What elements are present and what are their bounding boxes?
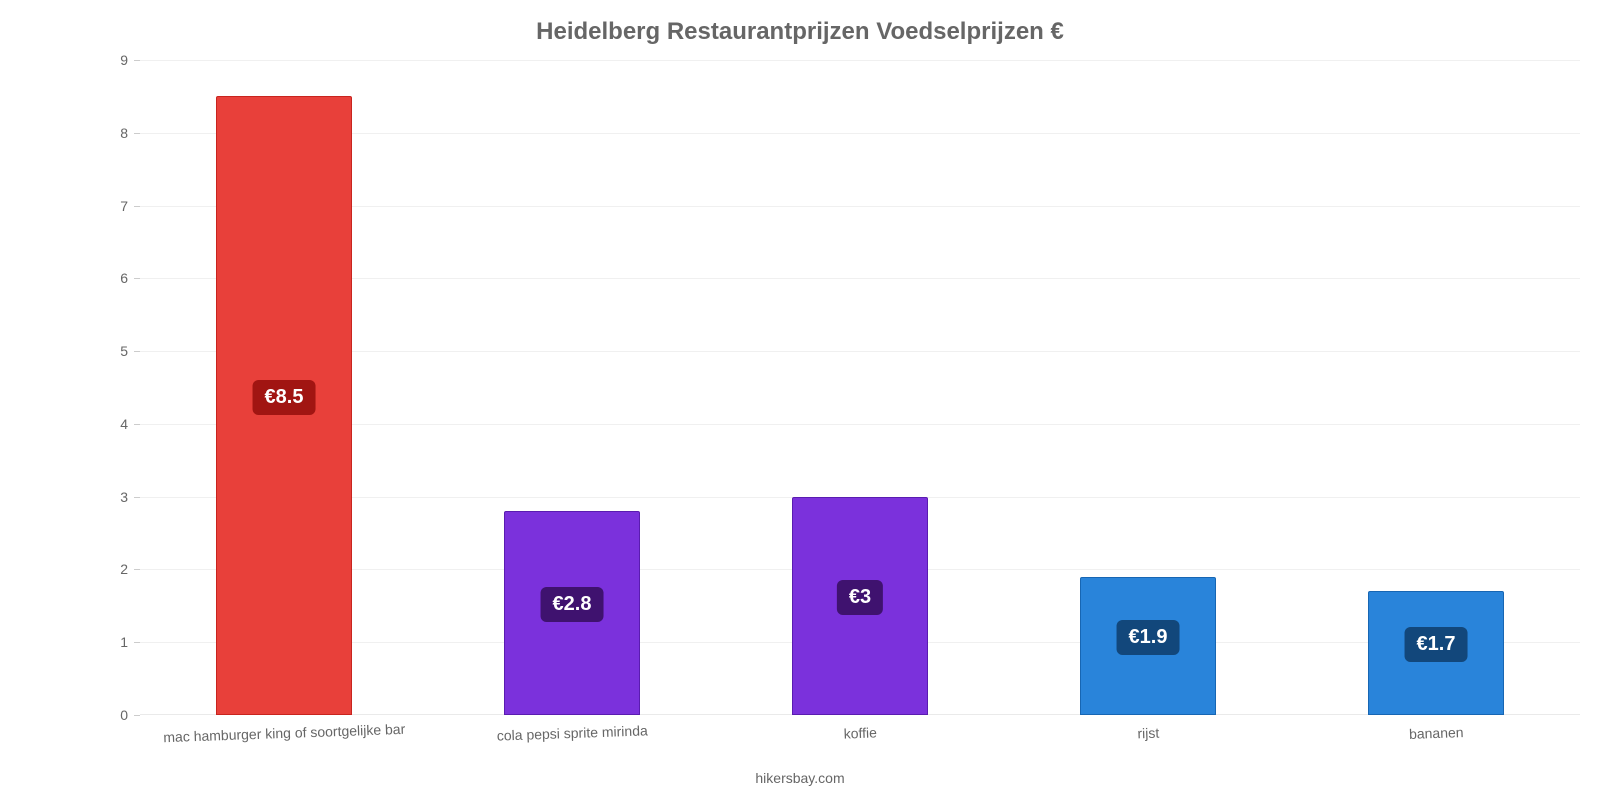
y-axis-label: 9: [120, 52, 140, 68]
bar: €8.5: [216, 96, 351, 715]
y-axis-label: 1: [120, 634, 140, 650]
chart-credit: hikersbay.com: [0, 770, 1600, 786]
bar: €3: [792, 497, 927, 715]
x-axis-label: bananen: [1409, 724, 1464, 742]
y-axis-label: 7: [120, 198, 140, 214]
y-axis-label: 3: [120, 489, 140, 505]
x-axis-label: rijst: [1137, 725, 1159, 742]
y-axis-label: 5: [120, 343, 140, 359]
bar-value-label: €3: [837, 580, 883, 615]
bar: €1.9: [1080, 577, 1215, 715]
gridline: [140, 133, 1580, 134]
bar: €2.8: [504, 511, 639, 715]
bar-value-label: €2.8: [541, 587, 604, 622]
bar: €1.7: [1368, 591, 1503, 715]
bar-value-label: €1.9: [1117, 620, 1180, 655]
price-bar-chart: Heidelberg Restaurantprijzen Voedselprij…: [0, 0, 1600, 800]
x-axis-label: koffie: [843, 724, 877, 741]
y-axis-label: 4: [120, 416, 140, 432]
gridline: [140, 60, 1580, 61]
y-axis-label: 6: [120, 270, 140, 286]
gridline: [140, 278, 1580, 279]
y-axis-label: 8: [120, 125, 140, 141]
chart-title: Heidelberg Restaurantprijzen Voedselprij…: [0, 18, 1600, 46]
gridline: [140, 206, 1580, 207]
x-axis-label: cola pepsi sprite mirinda: [497, 722, 648, 743]
bar-value-label: €8.5: [253, 380, 316, 415]
bar-value-label: €1.7: [1405, 627, 1468, 662]
y-axis-label: 0: [120, 707, 140, 723]
gridline: [140, 351, 1580, 352]
y-axis-label: 2: [120, 561, 140, 577]
chart-plot-area: 0123456789€8.5mac hamburger king of soor…: [140, 60, 1580, 715]
x-axis-label: mac hamburger king of soortgelijke bar: [163, 721, 405, 745]
gridline: [140, 424, 1580, 425]
